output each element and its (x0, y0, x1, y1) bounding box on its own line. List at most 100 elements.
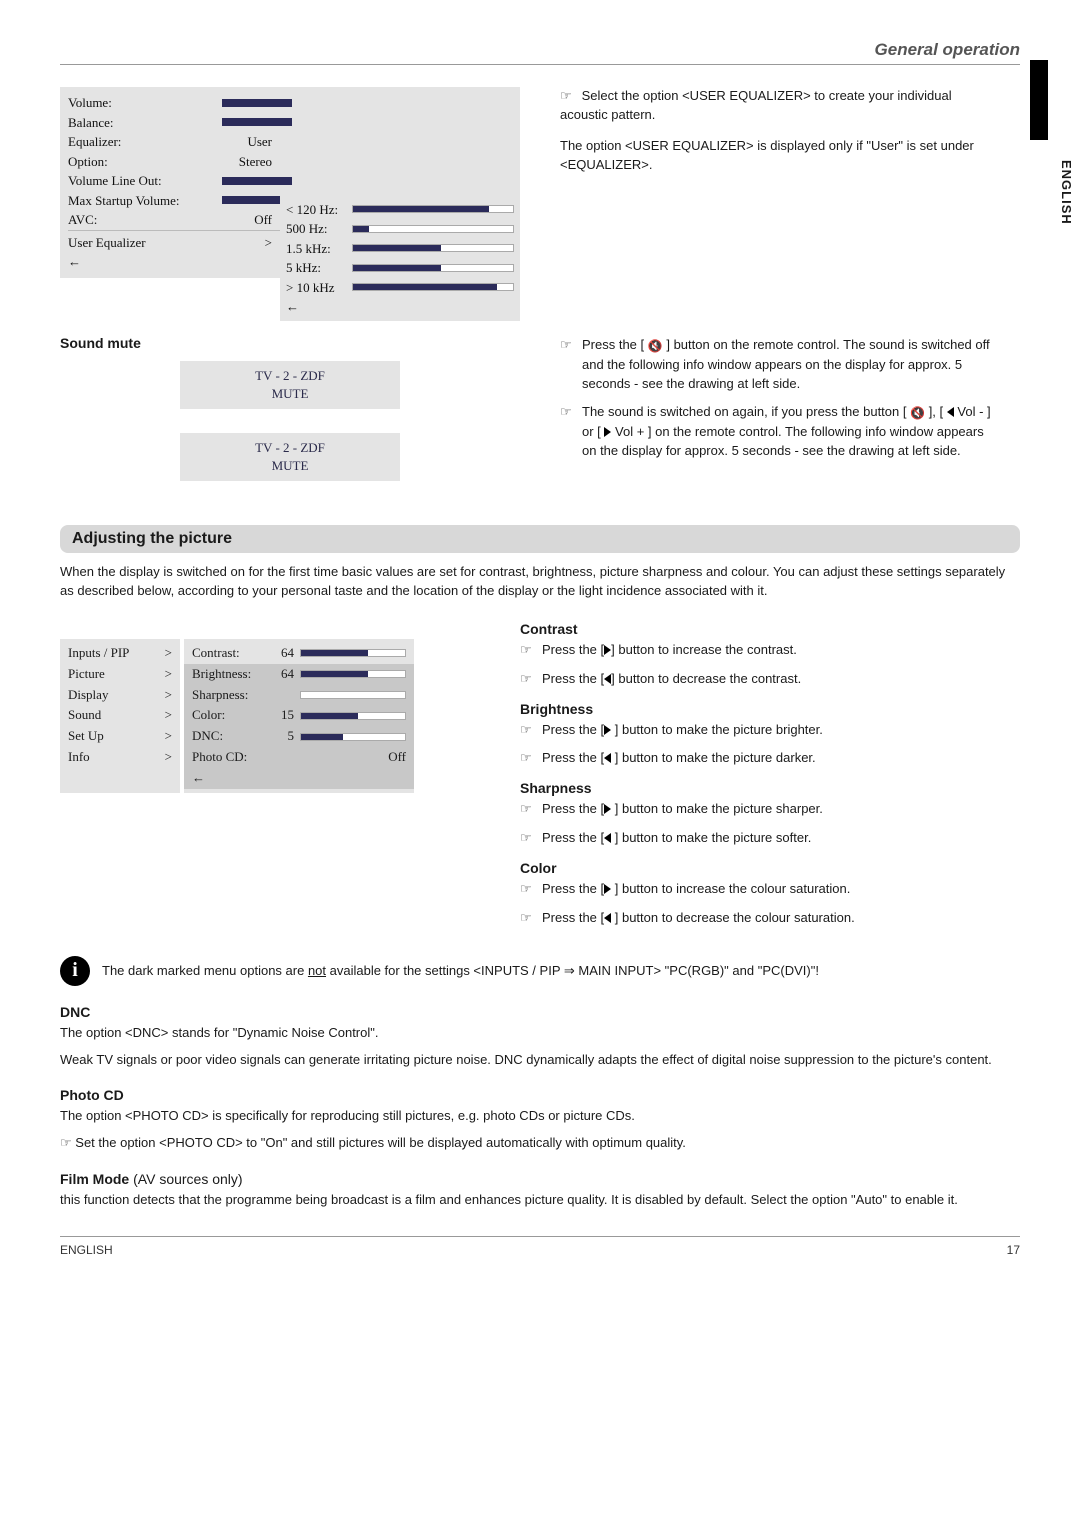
bar-icon (222, 118, 292, 126)
sound-mute-heading: Sound mute (60, 335, 520, 351)
eq-row: 1.5 kHz: (286, 239, 514, 259)
color-heading: Color (520, 860, 1020, 876)
sharpness-heading: Sharpness (520, 780, 1020, 796)
sound-menu-back: ← (68, 252, 218, 272)
sound-menu-row: Volume Line Out: (68, 171, 512, 191)
pic-menu-left-item: Info> (68, 747, 172, 768)
user-eq-instruction: ☞ Select the option <USER EQUALIZER> to … (560, 87, 1000, 125)
sound-menu-row: Equalizer:User (68, 132, 512, 152)
pic-menu-back: ← (192, 768, 276, 789)
eq-row: 5 kHz: (286, 258, 514, 278)
eq-label: < 120 Hz: (286, 200, 348, 220)
eq-label: 1.5 kHz: (286, 239, 348, 259)
dnc-p2: Weak TV signals or poor video signals ca… (60, 1051, 1020, 1070)
film-mode-p: this function detects that the programme… (60, 1191, 1020, 1210)
film-mode-heading: Film Mode (AV sources only) (60, 1171, 1020, 1187)
bar-icon (222, 99, 292, 107)
pic-menu-right-item: Contrast:64 (192, 643, 406, 664)
sound-menu-row: Balance: (68, 113, 512, 133)
mute-icon: 🔇 (648, 338, 663, 355)
brightness-increase: ☞Press the [ ] button to make the pictur… (520, 721, 1020, 740)
dnc-p1: The option <DNC> stands for "Dynamic Noi… (60, 1024, 1020, 1043)
user-equalizer-arrow: > (222, 233, 278, 253)
sound-menu-label: Equalizer: (68, 132, 218, 152)
sound-menu-row: Volume: (68, 93, 512, 113)
photo-cd-heading: Photo CD (60, 1087, 1020, 1103)
sound-menu-value: Off (222, 210, 278, 230)
eq-row: > 10 kHz (286, 278, 514, 298)
sound-menu-value: User (222, 132, 278, 152)
eq-bar (352, 264, 514, 272)
mute-on-again-instruction: ☞ The sound is switched on again, if you… (560, 403, 1000, 460)
pic-menu-left-item: Set Up> (68, 726, 172, 747)
pic-menu-right-item: Sharpness: (184, 685, 414, 706)
picture-menu: Inputs / PIP>Picture>Display>Sound>Set U… (60, 639, 480, 793)
mute-info-box-2: TV - 2 - ZDF MUTE (180, 433, 400, 481)
equalizer-submenu: < 120 Hz:500 Hz:1.5 kHz:5 kHz:> 10 kHz ← (280, 196, 520, 321)
eq-row: 500 Hz: (286, 219, 514, 239)
eq-label: 5 kHz: (286, 258, 348, 278)
sound-menu-label: Volume Line Out: (68, 171, 218, 191)
pic-menu-right-item: Color:15 (184, 705, 414, 726)
hand-icon: ☞ (60, 1135, 72, 1150)
eq-label: 500 Hz: (286, 219, 348, 239)
photo-cd-p1: The option <PHOTO CD> is specifically fo… (60, 1107, 1020, 1126)
pic-menu-left-item: Sound> (68, 705, 172, 726)
language-tab (1030, 60, 1048, 140)
info-note: The dark marked menu options are not ava… (60, 956, 1020, 986)
triangle-right-icon (604, 427, 611, 437)
eq-label: > 10 kHz (286, 278, 348, 298)
brightness-decrease: ☞Press the [ ] button to make the pictur… (520, 749, 1020, 768)
eq-bar (352, 225, 514, 233)
sharpness-decrease: ☞Press the [ ] button to make the pictur… (520, 829, 1020, 848)
user-eq-note: The option <USER EQUALIZER> is displayed… (560, 137, 1000, 175)
sound-menu-row: Option:Stereo (68, 152, 512, 172)
eq-back: ← (286, 297, 348, 317)
color-increase: ☞Press the [ ] button to increase the co… (520, 880, 1020, 899)
pic-menu-right-item: DNC:5 (184, 726, 414, 747)
sound-menu-label: Max Startup Volume: (68, 191, 218, 211)
pic-menu-right-item: Photo CD:Off (184, 747, 414, 768)
hand-icon: ☞ (560, 87, 578, 106)
mute-box2-line2: MUTE (180, 457, 400, 475)
brightness-heading: Brightness (520, 701, 1020, 717)
pic-menu-left-item: Inputs / PIP> (68, 643, 172, 664)
sound-menu-label: AVC: (68, 210, 218, 230)
adjusting-picture-heading: Adjusting the picture (60, 525, 1020, 553)
dnc-heading: DNC (60, 1004, 1020, 1020)
mute-press-instruction: ☞ Press the [ 🔇 ] button on the remote c… (560, 336, 1000, 393)
mute-box1-line2: MUTE (180, 385, 400, 403)
user-equalizer-label: User Equalizer (68, 233, 218, 253)
eq-bar (352, 244, 514, 252)
bar-icon (222, 177, 292, 185)
language-label: ENGLISH (1059, 160, 1074, 225)
eq-bar (352, 205, 514, 213)
hand-icon: ☞ (560, 403, 582, 460)
mute-icon: 🔇 (910, 405, 925, 422)
photo-cd-p2: ☞ Set the option <PHOTO CD> to "On" and … (60, 1134, 1020, 1153)
page-header: General operation (60, 40, 1020, 65)
color-decrease: ☞Press the [ ] button to decrease the co… (520, 909, 1020, 928)
sound-menu-label: Balance: (68, 113, 218, 133)
contrast-decrease: ☞Press the [] button to decrease the con… (520, 670, 1020, 689)
hand-icon: ☞ (560, 336, 582, 393)
eq-row: < 120 Hz: (286, 200, 514, 220)
mute-box2-line1: TV - 2 - ZDF (180, 439, 400, 457)
pic-menu-right-item: Brightness:64 (184, 664, 414, 685)
footer-left: ENGLISH (60, 1243, 113, 1257)
sound-menu-label: Option: (68, 152, 218, 172)
info-icon (60, 956, 90, 986)
triangle-left-icon (947, 407, 954, 417)
pic-menu-left-item: Display> (68, 685, 172, 706)
contrast-heading: Contrast (520, 621, 1020, 637)
footer-right: 17 (1007, 1243, 1020, 1257)
mute-box1-line1: TV - 2 - ZDF (180, 367, 400, 385)
contrast-increase: ☞Press the [] button to increase the con… (520, 641, 1020, 660)
sharpness-increase: ☞Press the [ ] button to make the pictur… (520, 800, 1020, 819)
sound-menu-value: Stereo (222, 152, 278, 172)
adjusting-intro: When the display is switched on for the … (60, 563, 1020, 601)
pic-menu-left-item: Picture> (68, 664, 172, 685)
mute-info-box-1: TV - 2 - ZDF MUTE (180, 361, 400, 409)
sound-menu-label: Volume: (68, 93, 218, 113)
eq-bar (352, 283, 514, 291)
